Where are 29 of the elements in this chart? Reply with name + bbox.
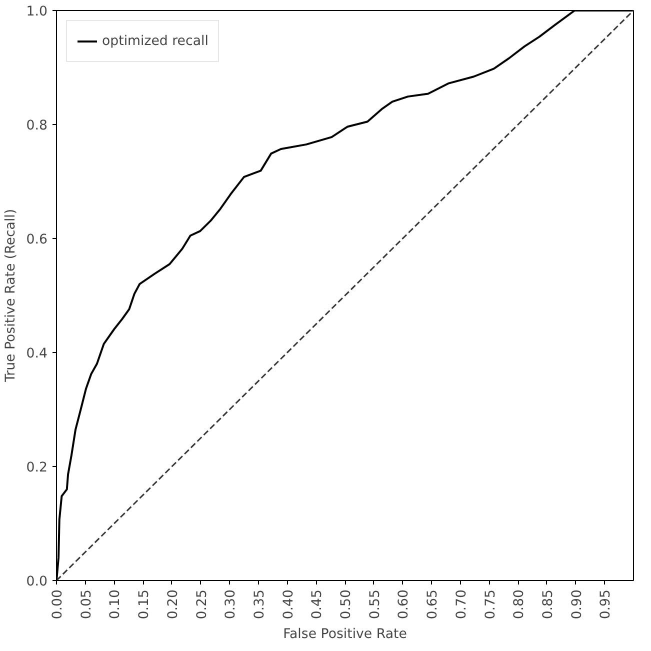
x-tick-label: 0.25	[194, 589, 210, 620]
y-tick-label: 0.6	[26, 232, 48, 248]
y-tick-label: 0.8	[26, 118, 48, 134]
y-axis-title: True Positive Rate (Recall)	[3, 208, 18, 384]
x-tick-label: 0.15	[137, 589, 152, 620]
x-tick-label: 0.10	[108, 589, 124, 620]
x-tick-label: 0.30	[224, 589, 239, 620]
x-tick-label: 0.70	[454, 589, 470, 620]
x-tick-label: 0.50	[339, 589, 354, 620]
x-tick-label: 0.40	[281, 589, 296, 620]
y-tick-label: 0.4	[26, 346, 48, 362]
x-tick-label: 0.00	[50, 589, 66, 620]
legend-label: optimized recall	[102, 34, 208, 48]
x-tick-label: 0.75	[483, 589, 498, 620]
x-tick-label: 0.20	[166, 589, 181, 620]
x-tick-label: 0.55	[368, 589, 383, 620]
x-tick-label: 0.85	[540, 589, 556, 620]
x-axis-title: False Positive Rate	[283, 627, 407, 642]
x-tick-label: 0.60	[396, 589, 412, 620]
y-tick-label: 1.0	[26, 4, 48, 20]
x-tick-label: 0.35	[252, 589, 268, 620]
x-tick-label: 0.95	[598, 589, 614, 620]
y-tick-label: 0.2	[26, 460, 48, 476]
y-tick-label: 0.0	[26, 574, 48, 590]
x-tick-label: 0.45	[310, 589, 326, 620]
x-tick-label: 0.80	[512, 589, 528, 620]
x-tick-label: 0.65	[426, 589, 441, 620]
x-tick-label: 0.90	[570, 589, 585, 620]
x-tick-label: 0.05	[79, 589, 94, 620]
